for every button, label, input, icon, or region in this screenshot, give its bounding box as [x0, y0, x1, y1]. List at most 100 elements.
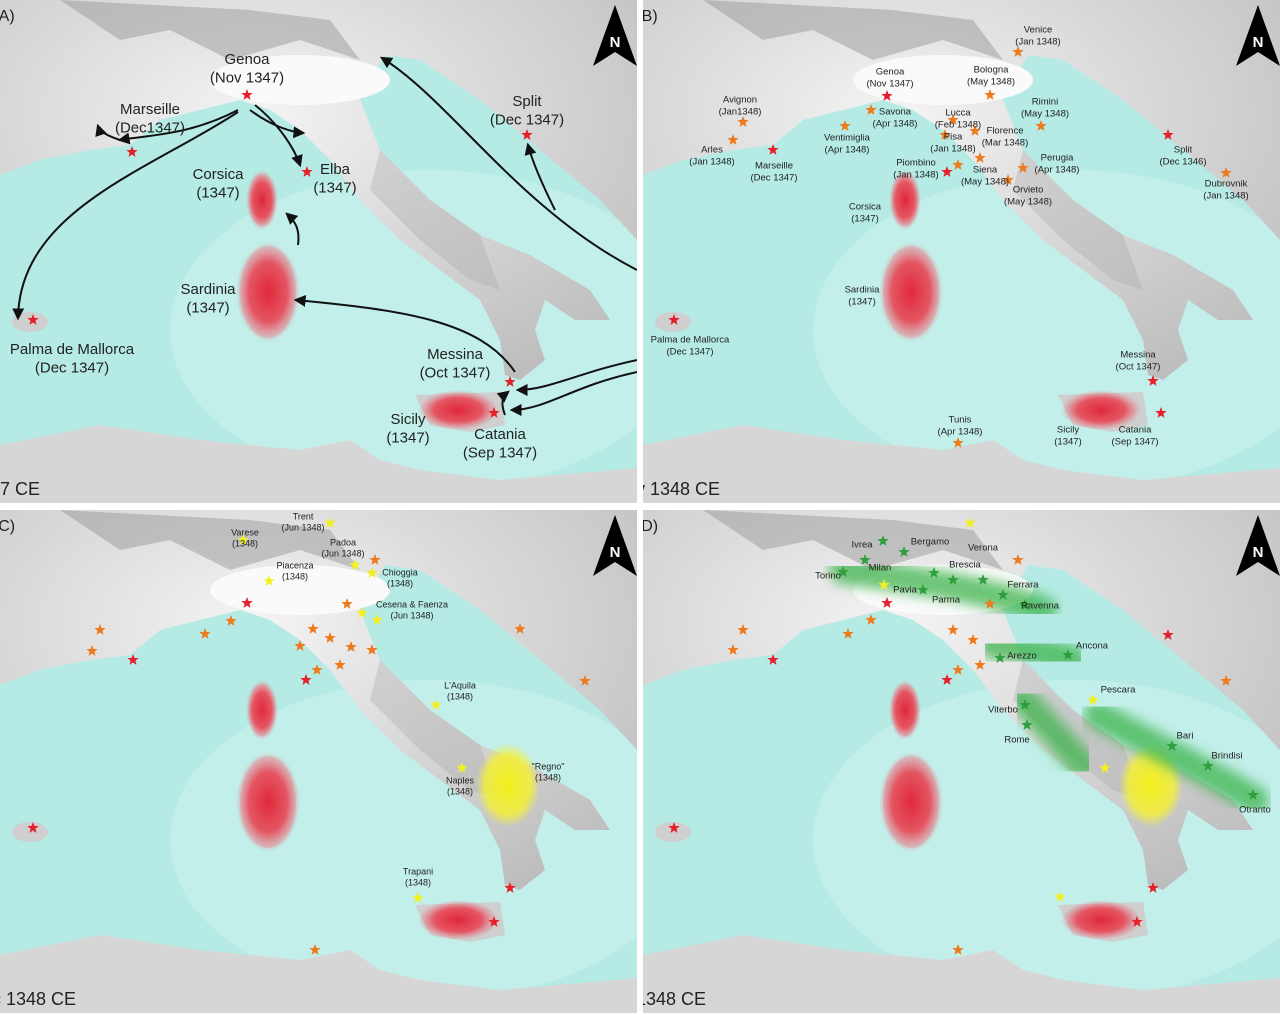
place-date: (Dec 1347)	[490, 112, 564, 129]
panel-letter: (A)	[0, 8, 15, 25]
place-name: Bergamo	[911, 537, 950, 548]
north-arrow	[593, 515, 637, 576]
place-name: Padoa	[330, 537, 356, 547]
spread-arrow	[509, 371, 637, 416]
place-date: (Jun 1348)	[281, 523, 324, 533]
place-date: (Jan 1348)	[893, 169, 938, 180]
place-date: (Apr 1348)	[938, 426, 983, 437]
place-date: (Apr 1348)	[873, 118, 918, 129]
place-date: (Dec 1347)	[751, 172, 798, 183]
place-date: (1347)	[1054, 436, 1081, 447]
place-name: Tunis	[949, 415, 972, 426]
place-date: (1347)	[851, 213, 878, 224]
panel-letter: (D)	[636, 518, 658, 535]
spread-arrow	[379, 56, 637, 271]
place-name: Orvieto	[1013, 185, 1044, 196]
place-name: Trent	[293, 511, 314, 521]
place-name: L'Aquila	[444, 680, 476, 690]
place-date: (1348)	[447, 692, 473, 702]
place-name: Split	[1174, 145, 1193, 156]
place-date: (Jan1348)	[719, 106, 762, 117]
place-name: Milan	[869, 563, 892, 574]
place-name: Varese	[231, 527, 259, 537]
outbreak-area	[1061, 390, 1141, 430]
place-name: Marseille	[755, 161, 793, 172]
north-label: N	[610, 34, 621, 51]
north-label: N	[610, 544, 621, 561]
place-date: (Jan 1348)	[1015, 36, 1060, 47]
place-date: (Jan 1348)	[1203, 190, 1248, 201]
place-name: Marseille	[120, 101, 180, 118]
spread-arrow	[515, 359, 637, 396]
place-date: (Dec1347)	[115, 120, 185, 137]
outbreak-area	[889, 680, 921, 740]
period-label: Jun-Dec 1348 CE	[0, 989, 76, 1009]
outbreak-area	[829, 556, 1057, 624]
place-date: (1348)	[232, 539, 258, 549]
place-name: Venice	[1024, 25, 1053, 36]
map-panel: Ivrea Bergamo Verona Torino Milan Brescia Ferr…	[590, 510, 1280, 1013]
place-name: Split	[512, 93, 542, 110]
place-date: (1347)	[386, 430, 429, 447]
place-name: Cesena & Faenza	[376, 599, 448, 609]
place-name: Ancona	[1076, 641, 1109, 652]
period-label: 1347-1348 CE	[590, 989, 706, 1009]
place-date: (Apr 1348)	[1035, 164, 1080, 175]
north-arrow	[593, 5, 637, 66]
place-name: Pavia	[893, 585, 917, 596]
place-name: Sardinia	[180, 281, 236, 298]
outbreak-area	[476, 743, 540, 827]
place-date: (May 1348)	[967, 76, 1015, 87]
place-date: (May 1348)	[961, 176, 1009, 187]
place-date: (Nov 1347)	[210, 70, 284, 87]
place-date: (1348)	[282, 572, 308, 582]
north-label: N	[1253, 34, 1264, 51]
north-arrow	[1236, 515, 1280, 576]
place-name: Trapani	[403, 866, 433, 876]
outbreak-area	[1084, 701, 1269, 814]
place-name: Pisa	[944, 132, 963, 143]
place-name: Messina	[427, 346, 484, 363]
place-date: (1348)	[387, 579, 413, 589]
place-date: (Nov 1347)	[867, 78, 914, 89]
spread-arrow	[254, 104, 303, 168]
place-date: (Feb 1348)	[935, 119, 981, 130]
place-name: Naples	[446, 775, 475, 785]
place-name: Viterbo	[988, 705, 1018, 716]
place-name: Bari	[1177, 731, 1194, 742]
place-name: Brindisi	[1211, 751, 1242, 762]
place-name: Avignon	[723, 95, 757, 106]
place-date: (Jan 1348)	[689, 156, 734, 167]
map-panel: Genoa (Nov 1347) Marseille (Dec1347) Corsica…	[0, 0, 637, 503]
place-name: Brescia	[949, 560, 981, 571]
place-name: Genoa	[876, 67, 905, 78]
place-date: (1348)	[447, 787, 473, 797]
place-date: (Jun 1348)	[321, 549, 364, 559]
place-date: (Dec 1347)	[35, 360, 109, 377]
place-name: Ferrara	[1007, 580, 1039, 591]
place-date: (Jan 1348)	[930, 143, 975, 154]
place-date: (Oct 1347)	[1116, 361, 1161, 372]
place-date: (1347)	[196, 185, 239, 202]
place-name: Parma	[932, 595, 961, 606]
place-date: (1348)	[535, 773, 561, 783]
place-name: Ivrea	[851, 540, 873, 551]
place-name: Pescara	[1101, 685, 1137, 696]
spread-arrow	[117, 109, 239, 145]
spread-arrow	[496, 390, 510, 416]
place-name: Chioggia	[382, 567, 418, 577]
place-date: (Sep 1347)	[463, 445, 537, 462]
place-name: Messina	[1120, 350, 1156, 361]
place-name: Palma de Mallorca	[651, 335, 730, 346]
north-arrow	[1236, 5, 1280, 66]
outbreak-area	[418, 900, 498, 940]
outbreak-area	[246, 170, 278, 230]
spread-arrow	[293, 294, 516, 373]
place-date: (1347)	[186, 300, 229, 317]
place-date: (May 1348)	[1021, 108, 1069, 119]
place-date: (Oct 1347)	[420, 365, 491, 382]
map-panel: Trent (Jun 1348) Varese (1348) Padoa (Jun 134…	[0, 510, 637, 1013]
place-name: Genoa	[224, 51, 270, 68]
place-name: Perugia	[1041, 153, 1074, 164]
